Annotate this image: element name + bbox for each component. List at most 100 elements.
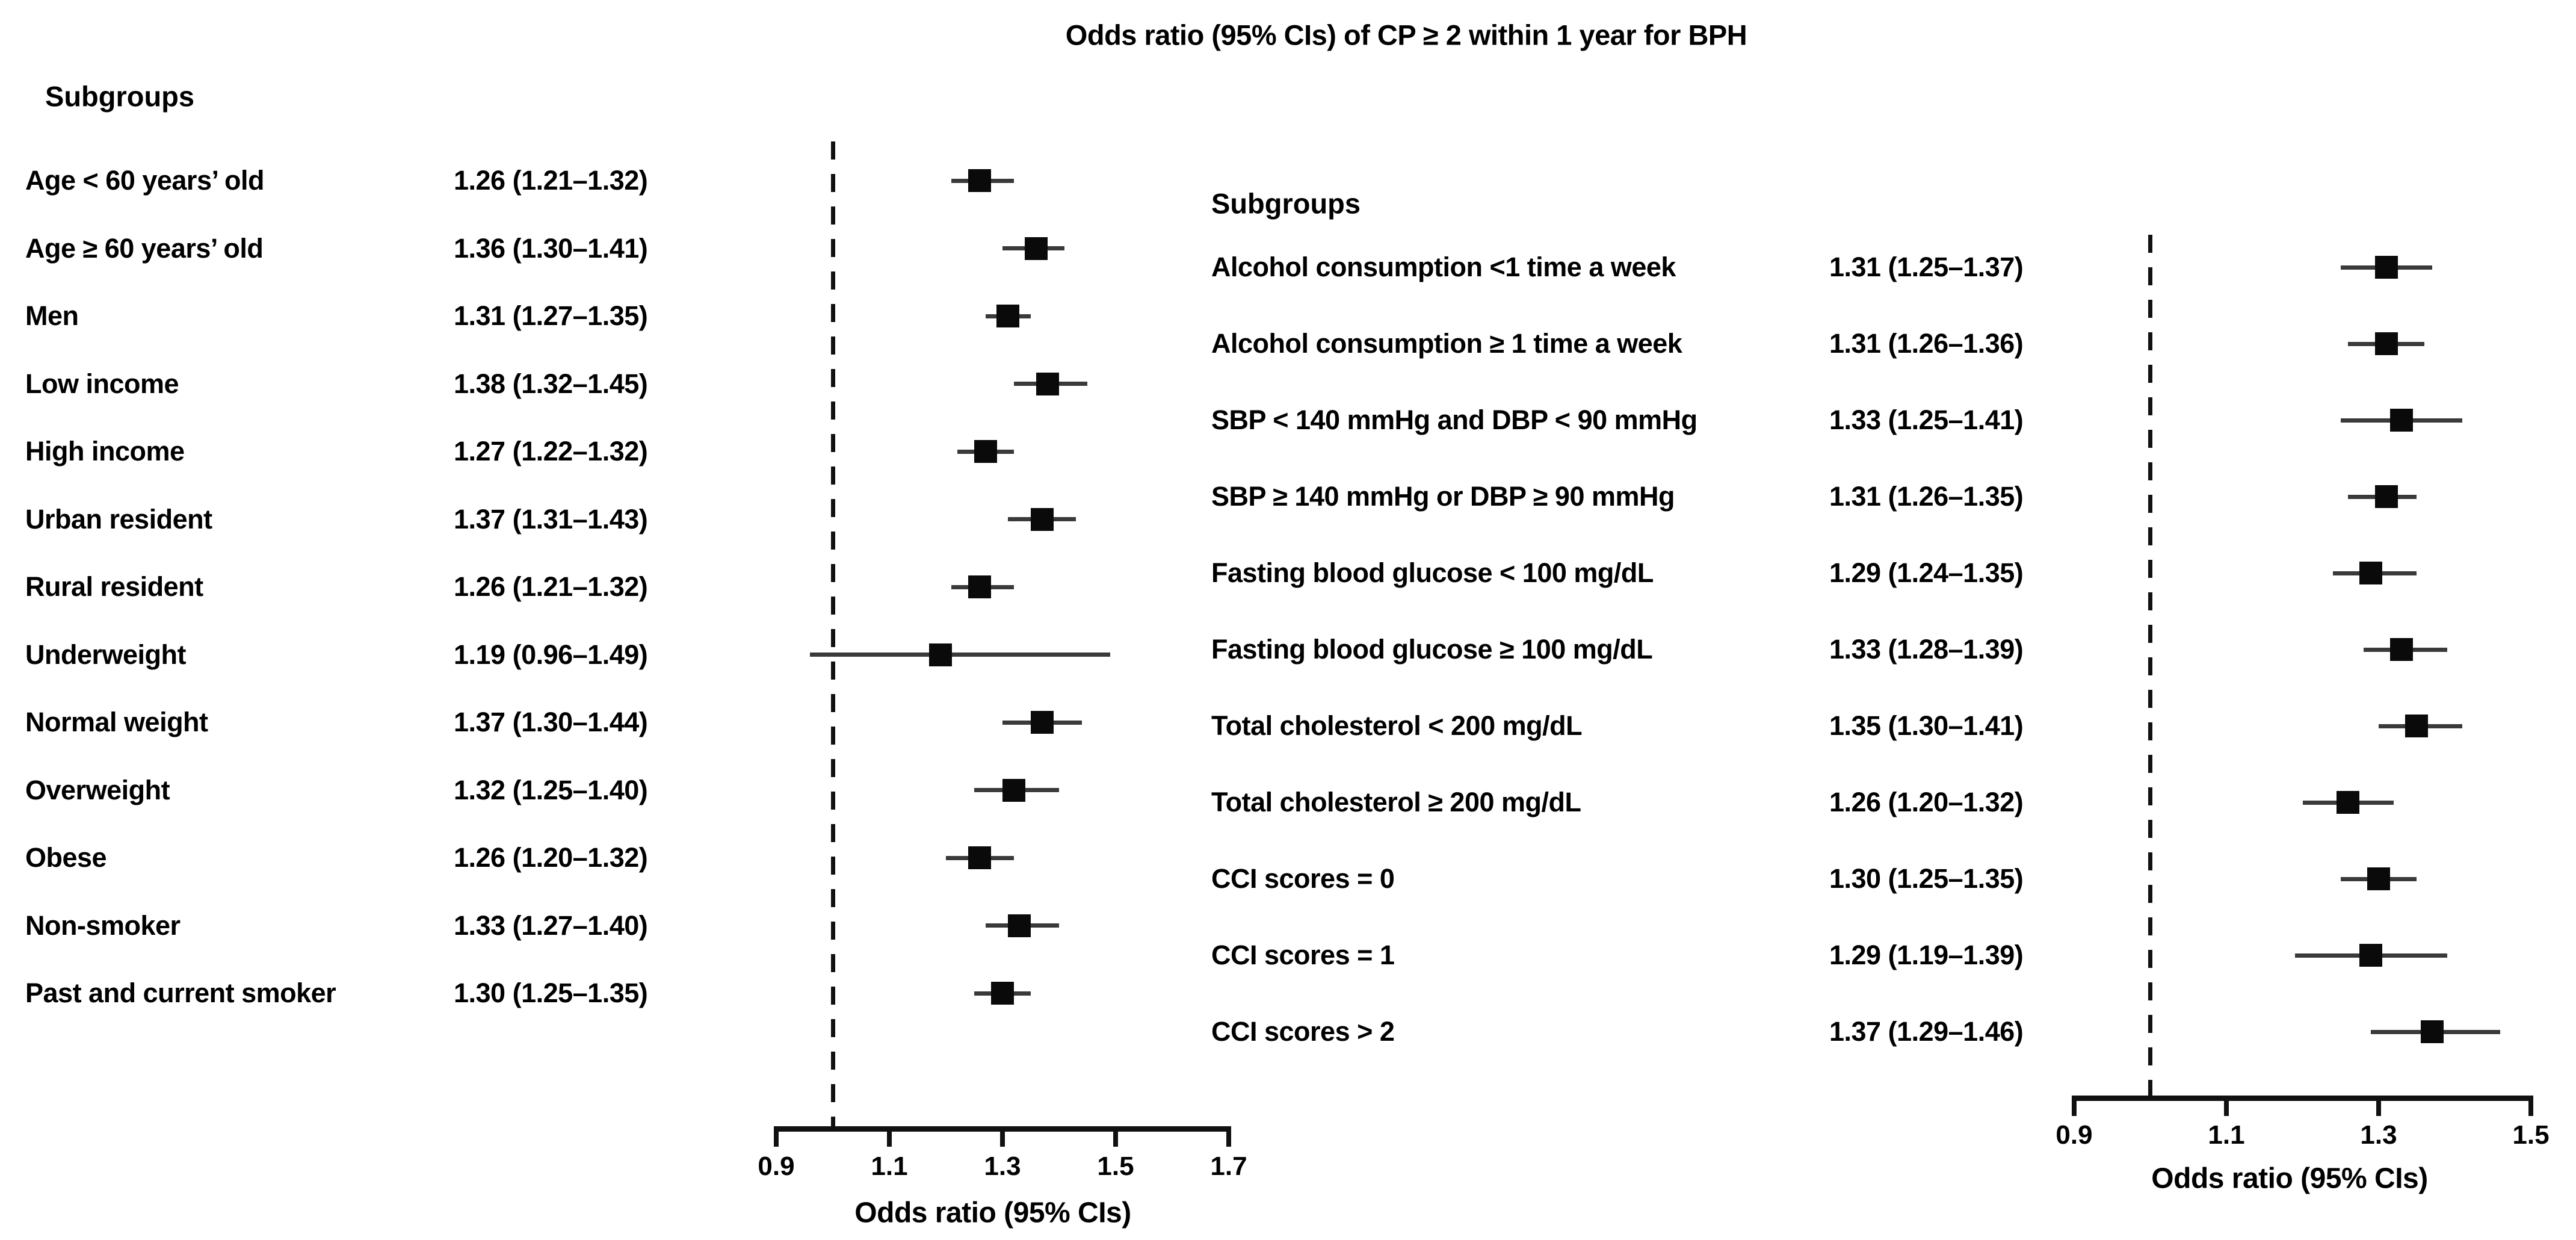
estimate-marker [1025, 237, 1048, 260]
estimate-marker [2359, 944, 2383, 967]
estimate-marker [2337, 791, 2360, 814]
estimate-marker [1030, 711, 1054, 734]
estimate-marker [2367, 867, 2390, 890]
x-axis-tick [1226, 1126, 1231, 1147]
x-axis-tick-label: 0.9 [758, 1152, 795, 1181]
subgroup-label: CCI scores = 0 [1211, 863, 1395, 894]
subgroup-label: Total cholesterol ≥ 200 mg/dL [1211, 787, 1581, 817]
odds-ratio-value: 1.32 (1.25–1.40) [454, 774, 648, 805]
figure-title: Odds ratio (95% CIs) of CP ≥ 2 within 1 … [1065, 19, 1747, 51]
subgroup-label: SBP ≥ 140 mmHg or DBP ≥ 90 mmHg [1211, 481, 1675, 512]
subgroup-label: Underweight [25, 639, 187, 670]
subgroup-label: Urban resident [25, 503, 212, 535]
estimate-marker [2420, 1020, 2444, 1043]
x-axis-tick [1000, 1126, 1005, 1147]
odds-ratio-value: 1.31 (1.26–1.35) [1829, 481, 2024, 512]
estimate-marker [1008, 914, 1031, 937]
subgroup-label: Non-smoker [25, 910, 181, 941]
odds-ratio-value: 1.37 (1.29–1.46) [1829, 1016, 2024, 1047]
odds-ratio-value: 1.30 (1.25–1.35) [454, 978, 648, 1008]
estimate-marker [1002, 778, 1025, 802]
odds-ratio-value: 1.38 (1.32–1.45) [454, 368, 648, 399]
odds-ratio-value: 1.37 (1.30–1.44) [454, 707, 648, 737]
estimate-marker [2374, 332, 2398, 355]
subgroup-label: Age < 60 years’ old [25, 165, 264, 196]
subgroup-label: Low income [25, 368, 179, 399]
estimate-marker [1036, 372, 1060, 395]
x-axis-line [2072, 1096, 2533, 1101]
odds-ratio-value: 1.26 (1.20–1.32) [454, 842, 648, 873]
estimate-marker [928, 643, 952, 666]
reference-line [2148, 235, 2152, 1099]
subgroup-label: Normal weight [25, 707, 208, 737]
subgroup-label: Total cholesterol < 200 mg/dL [1211, 710, 1583, 741]
subgroup-label: Age ≥ 60 years’ old [25, 232, 264, 264]
estimate-marker [2374, 256, 2398, 279]
x-axis-tick [2224, 1096, 2229, 1116]
subgroup-label: Fasting blood glucose ≥ 100 mg/dL [1211, 634, 1653, 665]
estimate-marker [968, 846, 992, 869]
estimate-marker [2359, 562, 2383, 584]
subgroup-label: CCI scores = 1 [1211, 940, 1395, 970]
estimate-marker [974, 440, 997, 463]
odds-ratio-value: 1.30 (1.25–1.35) [1829, 863, 2024, 894]
subgroup-label: CCI scores > 2 [1211, 1016, 1395, 1047]
estimate-marker [2389, 409, 2413, 432]
x-axis-tick [774, 1126, 779, 1147]
odds-ratio-value: 1.33 (1.25–1.41) [1829, 405, 2024, 435]
subgroup-label: SBP < 140 mmHg and DBP < 90 mmHg [1211, 405, 1697, 435]
estimate-marker [2405, 715, 2429, 737]
subgroup-label: Overweight [25, 774, 170, 805]
x-axis-tick-label: 0.9 [2056, 1120, 2093, 1150]
x-axis-tick [2528, 1096, 2533, 1116]
odds-ratio-value: 1.26 (1.21–1.32) [454, 571, 648, 602]
subgroup-label: Obese [25, 842, 107, 873]
odds-ratio-value: 1.31 (1.26–1.36) [1829, 328, 2024, 359]
subgroup-label: Rural resident [25, 571, 203, 602]
odds-ratio-value: 1.31 (1.27–1.35) [454, 300, 648, 331]
estimate-marker [968, 169, 992, 192]
odds-ratio-value: 1.37 (1.31–1.43) [454, 503, 648, 535]
subgroup-label: Alcohol consumption ≥ 1 time a week [1211, 328, 1682, 359]
x-axis-tick-label: 1.1 [871, 1152, 908, 1181]
odds-ratio-value: 1.31 (1.25–1.37) [1829, 252, 2024, 282]
x-axis-tick-label: 1.5 [1097, 1152, 1134, 1181]
odds-ratio-value: 1.26 (1.21–1.32) [454, 165, 648, 196]
odds-ratio-value: 1.33 (1.27–1.40) [454, 910, 648, 941]
odds-ratio-value: 1.29 (1.19–1.39) [1829, 940, 2024, 970]
ci-line [810, 653, 1110, 657]
odds-ratio-value: 1.27 (1.22–1.32) [454, 436, 648, 467]
odds-ratio-value: 1.35 (1.30–1.41) [1829, 710, 2024, 741]
odds-ratio-value: 1.33 (1.28–1.39) [1829, 634, 2024, 665]
odds-ratio-value: 1.26 (1.20–1.32) [1829, 787, 2024, 817]
x-axis-tick [887, 1126, 892, 1147]
subgroup-label: Past and current smoker [25, 978, 336, 1008]
subgroup-label: Fasting blood glucose < 100 mg/dL [1211, 557, 1654, 588]
x-axis-tick-label: 1.1 [2208, 1120, 2245, 1150]
odds-ratio-value: 1.36 (1.30–1.41) [454, 232, 648, 264]
x-axis-label-right: Odds ratio (95% CIs) [2151, 1162, 2428, 1195]
subgroup-label: Men [25, 300, 79, 331]
x-axis-tick-label: 1.5 [2512, 1120, 2550, 1150]
x-axis-tick [2072, 1096, 2077, 1116]
x-axis-tick-label: 1.7 [1210, 1152, 1247, 1181]
x-axis-tick [1113, 1126, 1118, 1147]
subgroup-label: Alcohol consumption <1 time a week [1211, 252, 1676, 282]
x-axis-tick-label: 1.3 [2360, 1120, 2397, 1150]
x-axis-tick [2376, 1096, 2381, 1116]
reference-line [830, 141, 835, 1130]
estimate-marker [996, 305, 1020, 327]
odds-ratio-value: 1.19 (0.96–1.49) [454, 639, 648, 670]
odds-ratio-value: 1.29 (1.24–1.35) [1829, 557, 2024, 588]
estimate-marker [1030, 507, 1054, 531]
x-axis-tick-label: 1.3 [984, 1152, 1021, 1181]
estimate-marker [991, 982, 1014, 1005]
estimate-marker [968, 575, 992, 598]
subgroups-header-right: Subgroups [1211, 187, 1361, 220]
estimate-marker [2374, 485, 2398, 508]
estimate-marker [2389, 638, 2413, 661]
subgroups-header-left: Subgroups [45, 80, 195, 113]
subgroup-label: High income [25, 436, 185, 467]
x-axis-label-left: Odds ratio (95% CIs) [854, 1197, 1131, 1229]
